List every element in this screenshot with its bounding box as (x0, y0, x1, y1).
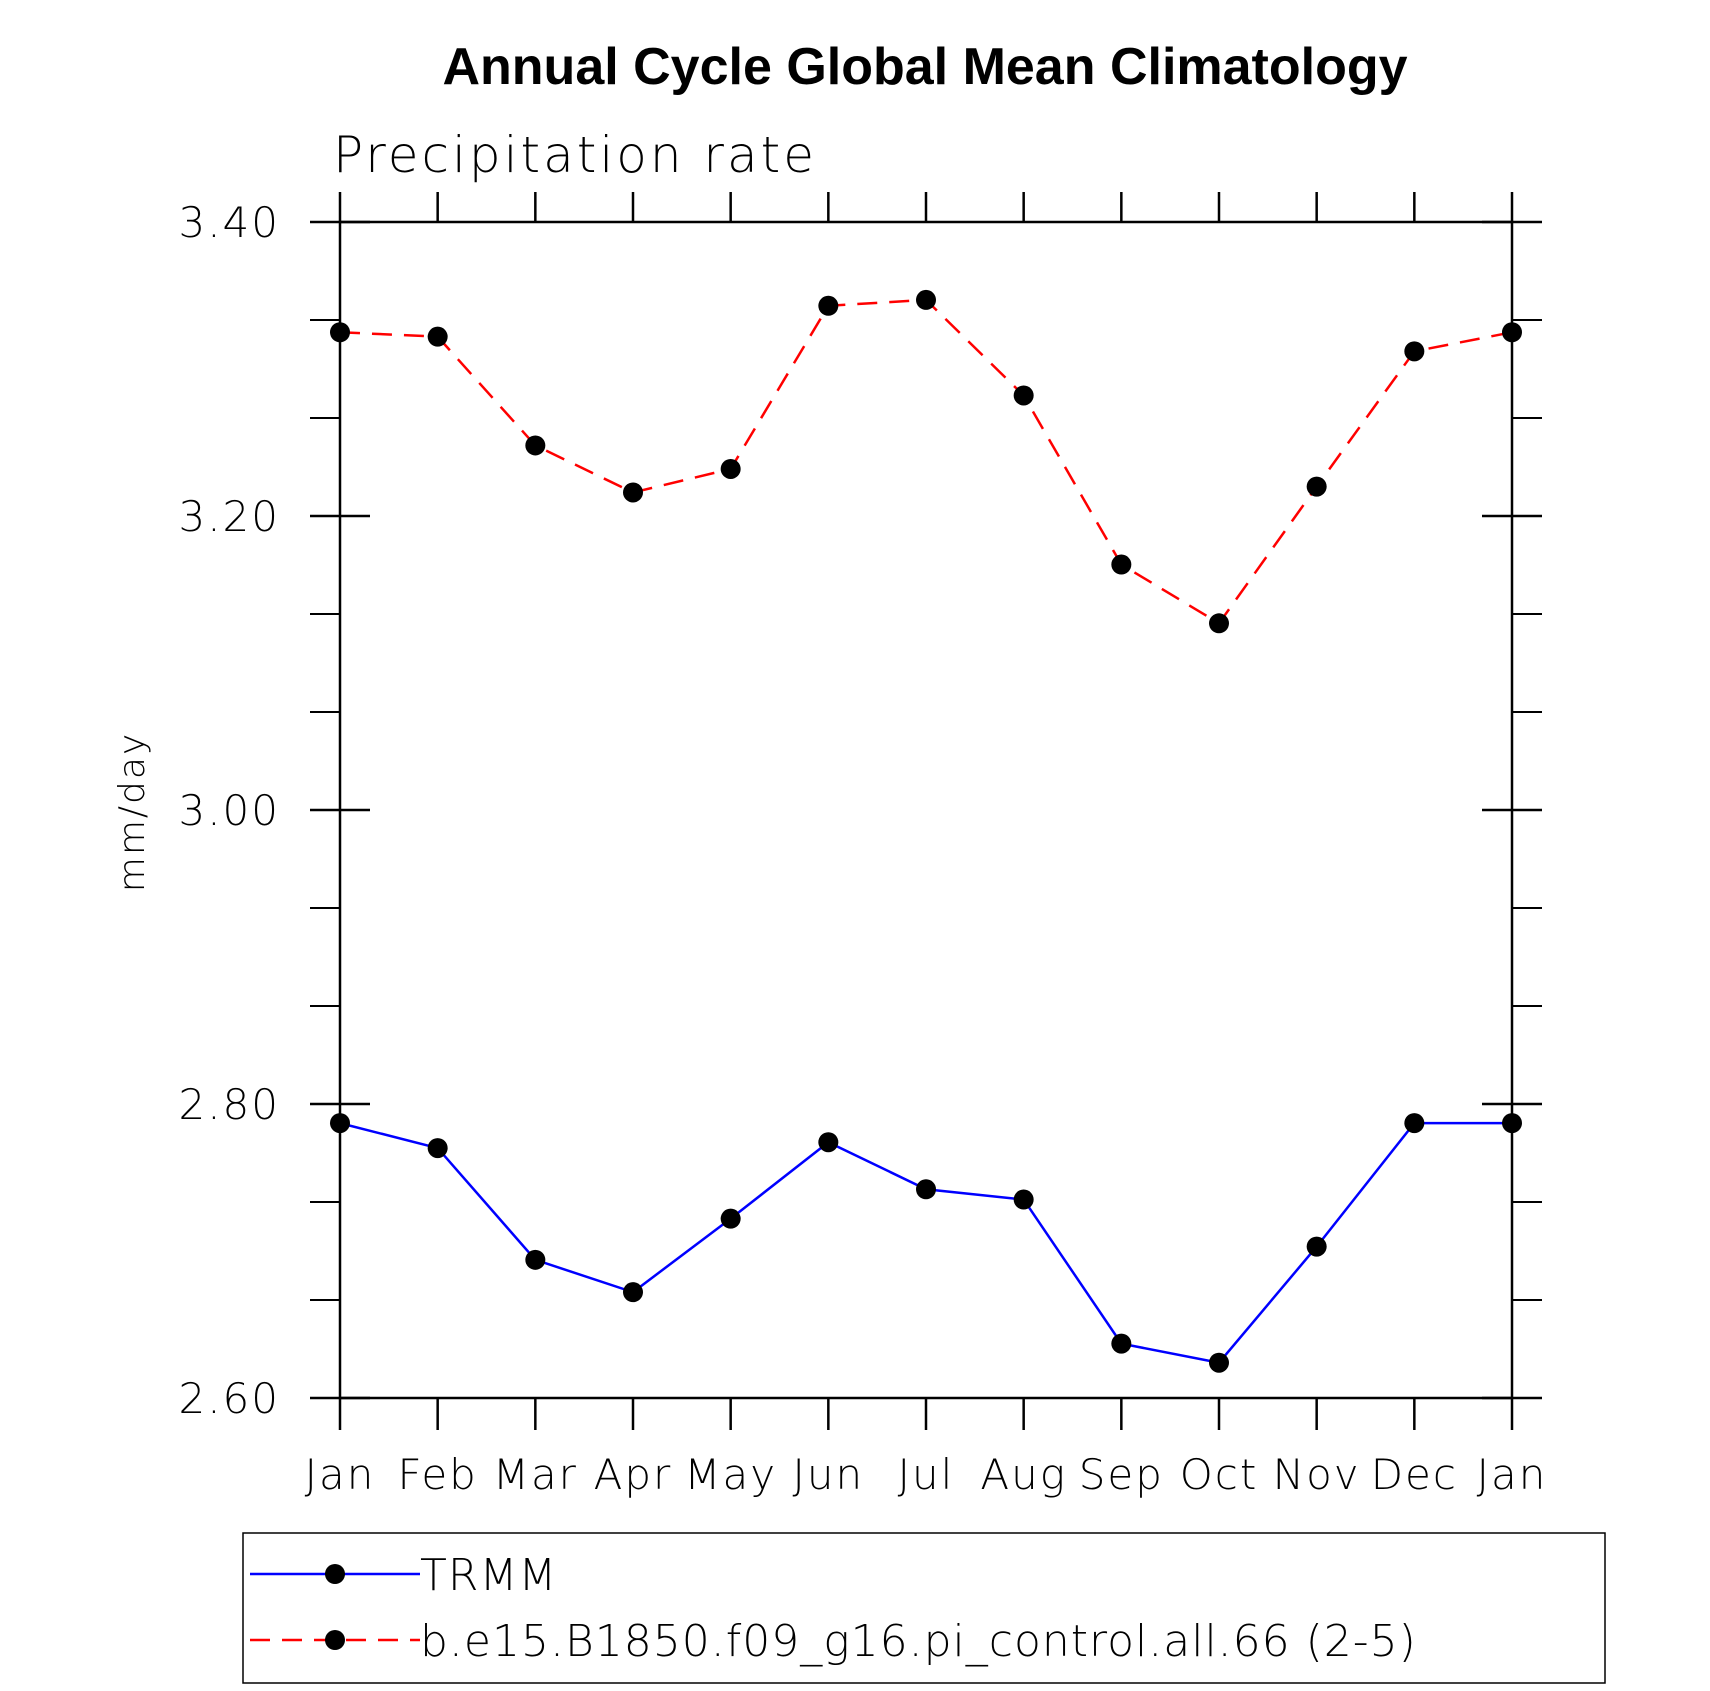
data-point-series-1 (818, 295, 839, 316)
data-point-series-1 (1013, 385, 1034, 406)
data-point-series-0 (916, 1179, 936, 1200)
data-point-series-0 (525, 1249, 546, 1270)
data-point-series-0 (818, 1132, 839, 1153)
x-tick-label: Jun (793, 1450, 865, 1499)
legend-label-control: b.e15.B1850.f09_g16.pi_control.all.66 (2… (420, 1616, 1417, 1667)
x-tick-label: Oct (1180, 1450, 1259, 1499)
data-point-series-0 (1209, 1352, 1229, 1373)
y-tick-label: 2.60 (178, 1374, 280, 1423)
y-tick-label: 3.20 (178, 492, 280, 541)
data-point-series-0 (427, 1138, 448, 1159)
legend-box (242, 1532, 1606, 1684)
data-point-series-0 (1502, 1113, 1522, 1134)
x-tick-label: Jul (898, 1450, 955, 1499)
series-lines (330, 289, 1522, 1373)
x-tick-label: Nov (1273, 1450, 1361, 1499)
legend-label-trmm: TRMM (420, 1550, 557, 1601)
y-axis-label: mm/day (112, 732, 153, 892)
x-tick-label: Mar (493, 1450, 578, 1499)
data-point-series-1 (1306, 476, 1327, 497)
data-point-series-1 (525, 435, 546, 456)
y-tick-label: 3.00 (178, 786, 280, 835)
data-point-series-1 (1502, 322, 1522, 343)
data-point-series-0 (1404, 1113, 1425, 1134)
data-point-series-1 (623, 482, 643, 503)
data-point-series-1 (1111, 554, 1132, 575)
y-tick-label: 3.40 (178, 198, 280, 247)
x-tick-label: Aug (980, 1450, 1067, 1499)
legend-marker-control (325, 1630, 345, 1650)
x-tick-label: Dec (1371, 1450, 1458, 1499)
data-point-series-1 (1209, 613, 1229, 634)
data-point-series-0 (330, 1113, 350, 1134)
x-tick-label: May (684, 1450, 777, 1499)
chart-title: Annual Cycle Global Mean Climatology (442, 38, 1407, 96)
x-tick-label: Jan (305, 1450, 376, 1499)
data-point-series-1 (1404, 341, 1425, 362)
data-point-series-1 (427, 326, 448, 347)
x-tick-label: Apr (594, 1450, 673, 1499)
series-line-0 (339, 1121, 1512, 1365)
data-point-series-0 (1111, 1333, 1132, 1354)
data-point-series-0 (1013, 1189, 1034, 1210)
data-point-series-1 (720, 458, 741, 479)
data-point-series-0 (720, 1208, 741, 1229)
data-point-series-0 (1306, 1236, 1327, 1257)
data-point-series-0 (623, 1282, 643, 1303)
data-point-series-1 (330, 322, 350, 343)
legend: TRMM b.e15.B1850.f09_g16.pi_control.all.… (242, 1532, 1606, 1684)
series-line-1 (339, 298, 1513, 625)
chart-subtitle: Precipitation rate (333, 126, 817, 184)
axes: 2.60 2.80 3.00 3.20 3.40 Jan Feb Mar Apr May Jun Ju… (178, 192, 1548, 1499)
legend-marker-trmm (325, 1564, 345, 1584)
y-tick-label: 2.80 (178, 1080, 280, 1129)
x-tick-label: Sep (1079, 1450, 1164, 1499)
x-tick-label: Jan (1477, 1450, 1548, 1499)
x-tick-label: Feb (397, 1450, 477, 1499)
data-point-series-1 (916, 289, 936, 310)
